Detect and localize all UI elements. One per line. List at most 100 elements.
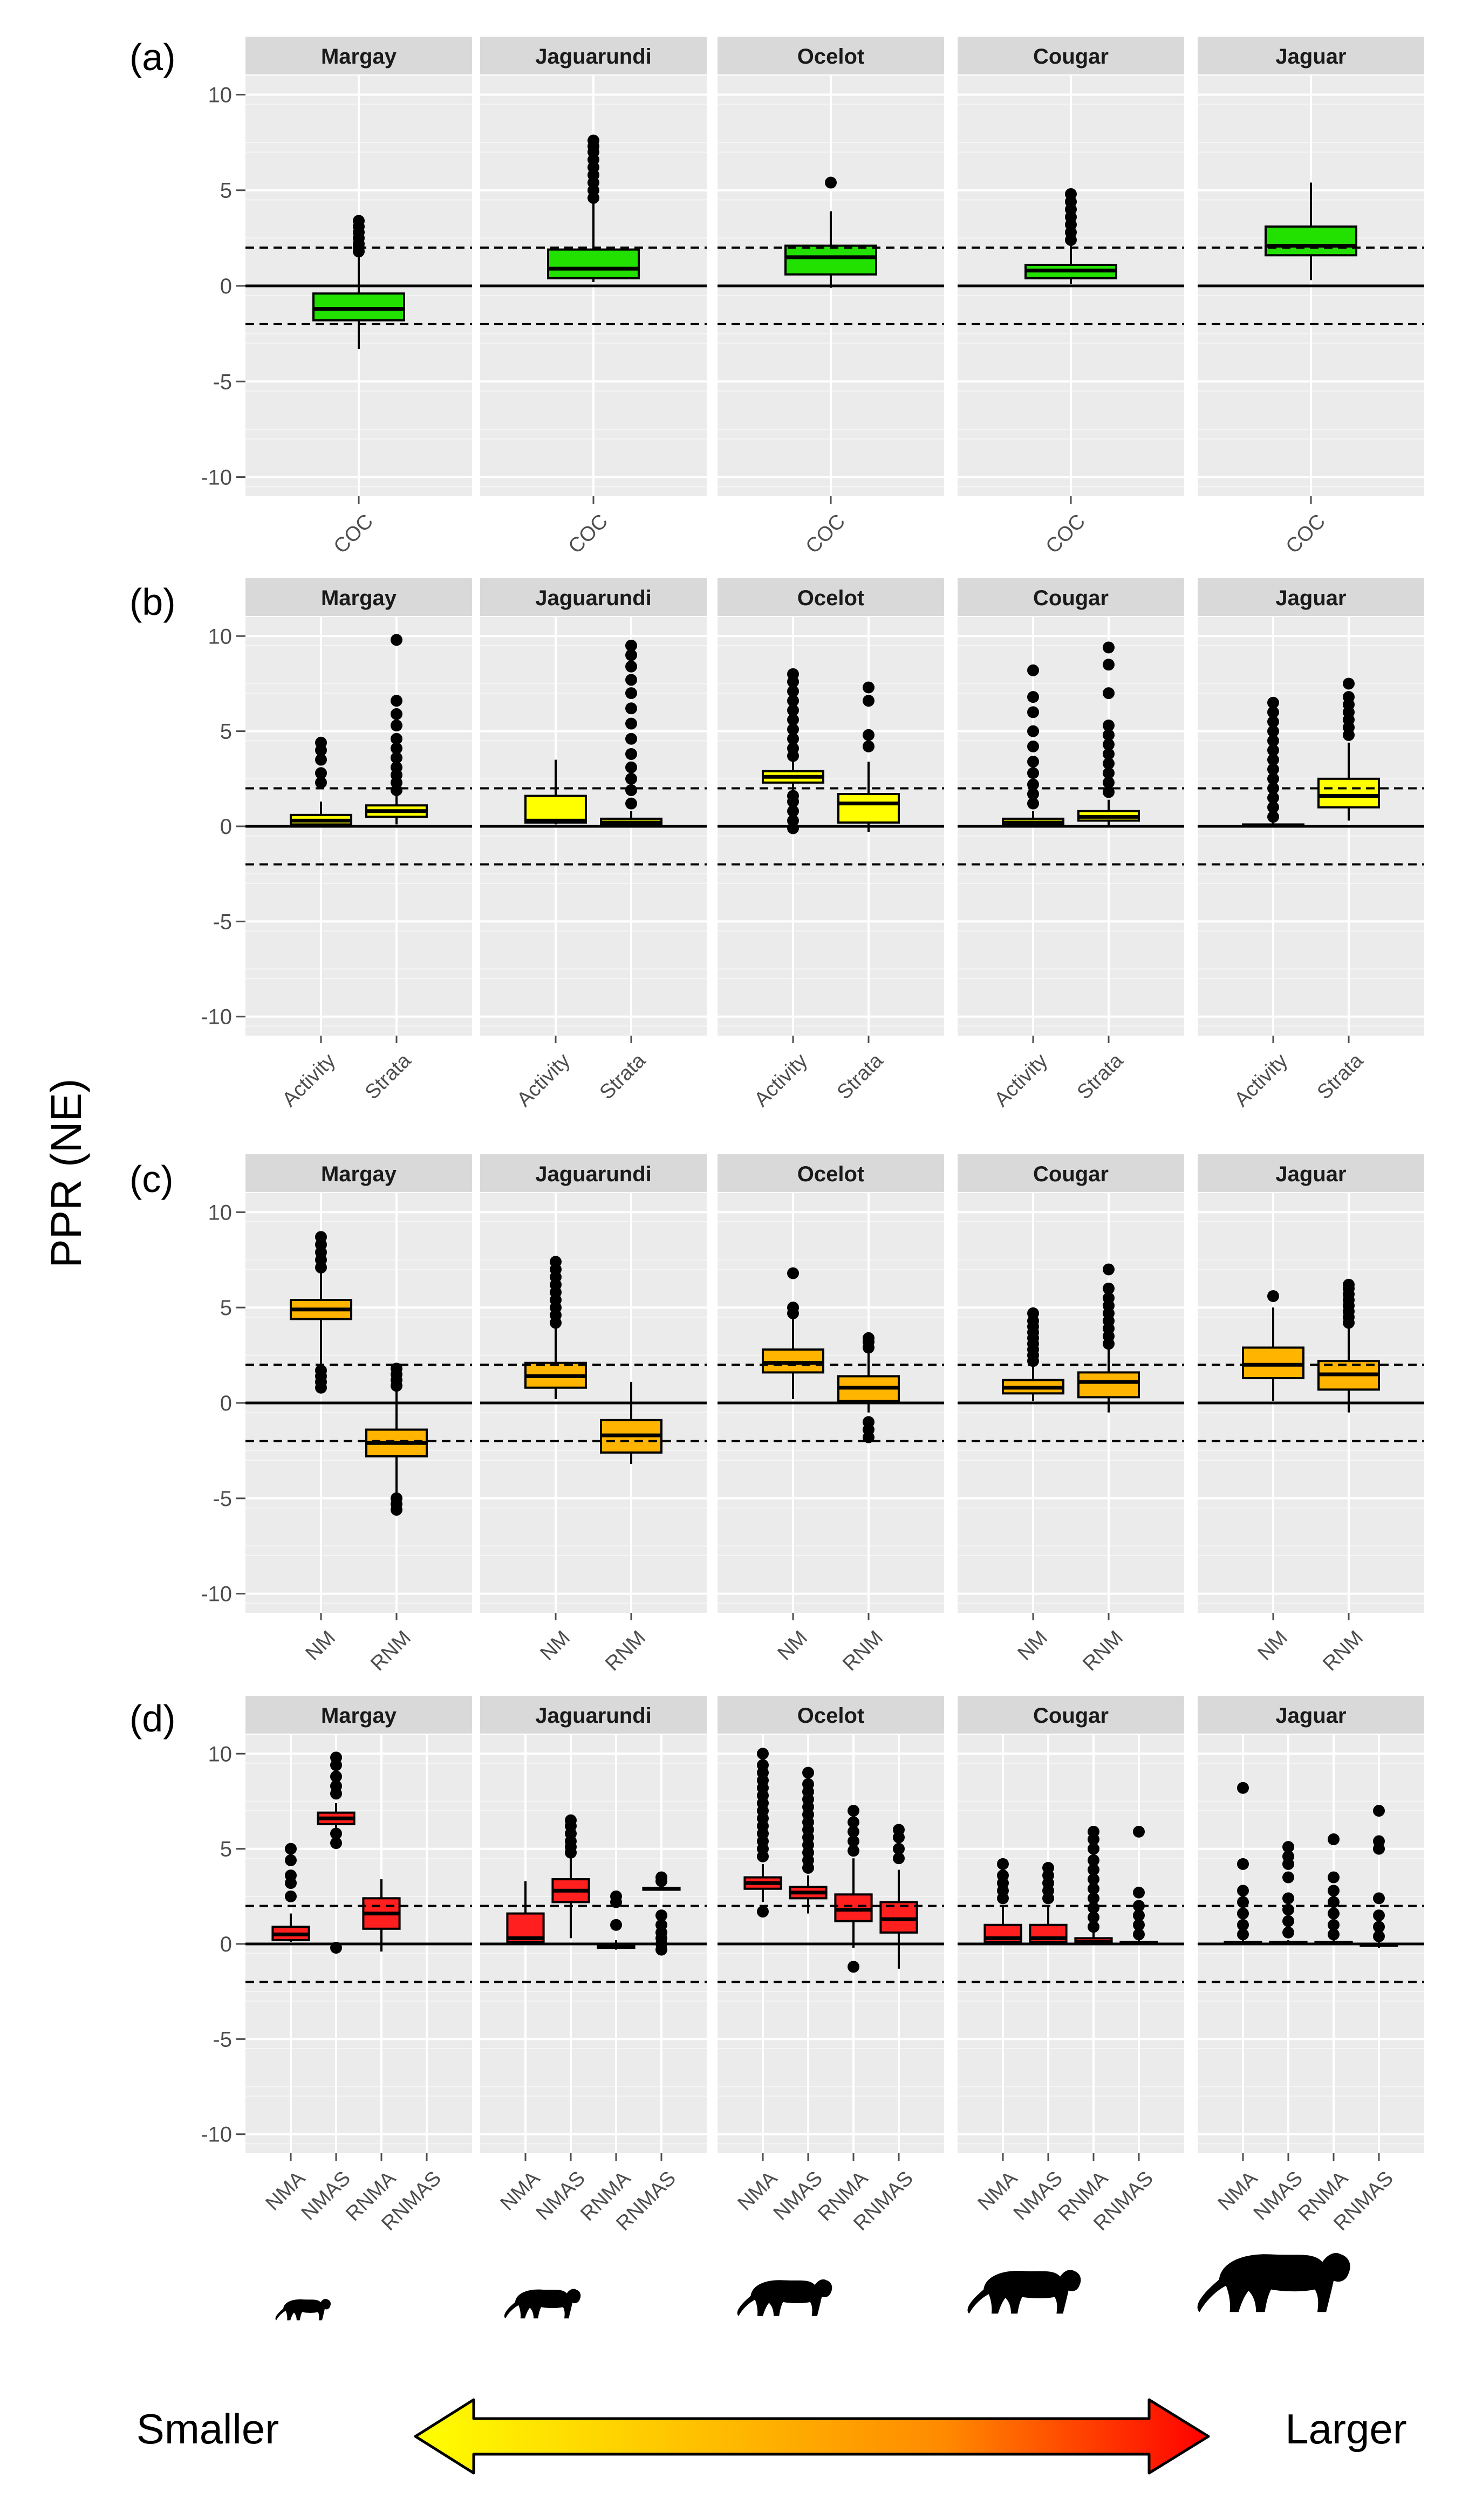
outlier-point [1282, 1915, 1294, 1927]
outlier-point [1088, 1825, 1099, 1838]
facet-jaguar: Jaguar NM RNM [1198, 1154, 1424, 1675]
outlier-point [1133, 1900, 1145, 1912]
box-iqr [834, 1893, 873, 1922]
outlier-point [863, 1332, 875, 1344]
facet-strip [480, 1154, 707, 1192]
box-iqr [1242, 1346, 1304, 1380]
chart-root: (a)-10-50510MargayCOCJaguarundiCOCOcelot… [129, 36, 1424, 2235]
x-tick-label: NMAS [1009, 2167, 1067, 2224]
box-iqr [1317, 777, 1380, 809]
box-coc [547, 134, 640, 282]
facet-strip-label: Jaguar [1275, 586, 1346, 610]
facet-strip-label: Jaguarundi [535, 1704, 652, 1728]
outlier-point [1027, 788, 1039, 800]
outlier-point [1237, 1858, 1249, 1870]
outlier-point [587, 134, 599, 147]
y-tick-label: 5 [220, 720, 232, 744]
outlier-point [1103, 1282, 1115, 1295]
x-tick-label: Activity [990, 1049, 1052, 1111]
x-tick-label: NM [302, 1626, 340, 1665]
facet-strip [958, 1696, 1184, 1734]
x-tick-label: NMAS [769, 2167, 827, 2224]
facet-strip [480, 1696, 707, 1734]
outlier-point [1088, 1882, 1099, 1895]
outlier-point [1027, 740, 1039, 752]
facet-strip [718, 1154, 944, 1192]
outlier-point [1133, 1825, 1145, 1838]
y-tick-label: -10 [201, 1005, 232, 1029]
outlier-point [787, 695, 799, 707]
outlier-point [802, 1778, 814, 1790]
x-tick-label: COC [564, 510, 612, 558]
outlier-point [625, 674, 637, 686]
outlier-point [1133, 1919, 1145, 1931]
outlier-point [802, 1766, 814, 1779]
facet-strip-label: Jaguar [1275, 1704, 1346, 1728]
outlier-point [315, 776, 327, 789]
facet-strip [958, 578, 1184, 616]
outlier-point [391, 708, 402, 720]
box-nm [1002, 1307, 1064, 1401]
outlier-point [315, 767, 327, 779]
y-tick-label: -5 [213, 910, 232, 934]
box-nm [762, 1267, 824, 1399]
facet-strip [245, 578, 472, 616]
outlier-point [1282, 1892, 1294, 1905]
x-tick-label: RNM [1318, 1626, 1368, 1675]
outlier-point [1027, 725, 1039, 737]
outlier-point [391, 732, 402, 745]
outlier-point [787, 814, 799, 827]
outlier-point [1088, 1864, 1099, 1876]
ocelot-silhouette-icon [737, 2279, 832, 2316]
panel-label: (d) [129, 1697, 176, 1740]
cougar-silhouette-icon [967, 2270, 1081, 2314]
outlier-point [285, 1843, 297, 1855]
outlier-point [1328, 1885, 1340, 1897]
outlier-point [787, 685, 799, 697]
x-tick-label: NM [774, 1626, 812, 1665]
box-rnmas [879, 1824, 918, 1969]
outlier-point [285, 1870, 297, 1882]
facet-strip [245, 1154, 472, 1192]
facet-strip-label: Jaguarundi [535, 45, 652, 69]
y-tick-label: 0 [220, 815, 232, 839]
outlier-point [353, 215, 365, 227]
box-iqr [524, 795, 587, 824]
y-tick-label: 10 [208, 83, 233, 107]
outlier-point [1065, 188, 1077, 200]
outlier-point [1267, 792, 1279, 804]
outlier-point [997, 1870, 1009, 1882]
box-coc [312, 215, 405, 349]
facet-strip-label: Cougar [1033, 586, 1109, 610]
outlier-point [625, 772, 637, 785]
box-rnm [837, 1332, 900, 1443]
x-tick-label: Strata [1313, 1049, 1368, 1104]
facet-strip [1198, 578, 1424, 616]
jaguar-silhouette-icon [1197, 2252, 1350, 2312]
outlier-point [1267, 696, 1279, 709]
facet-strip-label: Margay [321, 1704, 397, 1728]
box-rnma [362, 1879, 401, 1952]
box-strata [1077, 641, 1140, 826]
outlier-point [330, 1780, 342, 1792]
outlier-point [848, 1961, 859, 1973]
outlier-point [1088, 1892, 1099, 1905]
animal-silhouettes [275, 2252, 1350, 2320]
outlier-point [1103, 1292, 1115, 1304]
outlier-point [1328, 1919, 1340, 1931]
box-iqr [1265, 225, 1357, 257]
outlier-point [893, 1852, 905, 1865]
y-tick-label: -10 [201, 466, 232, 490]
outlier-point [625, 784, 637, 796]
outlier-point [391, 720, 402, 732]
y-tick-label: 0 [220, 1933, 232, 1956]
outlier-point [391, 761, 402, 773]
facet-jaguarundi: Jaguarundi Activity Strata [480, 578, 707, 1111]
x-tick-label: COC [802, 510, 850, 558]
box-nma [271, 1843, 310, 1942]
x-tick-label: Strata [596, 1049, 651, 1104]
outlier-point [1103, 659, 1115, 671]
y-axis-title: PPR (NE) [42, 1078, 90, 1268]
